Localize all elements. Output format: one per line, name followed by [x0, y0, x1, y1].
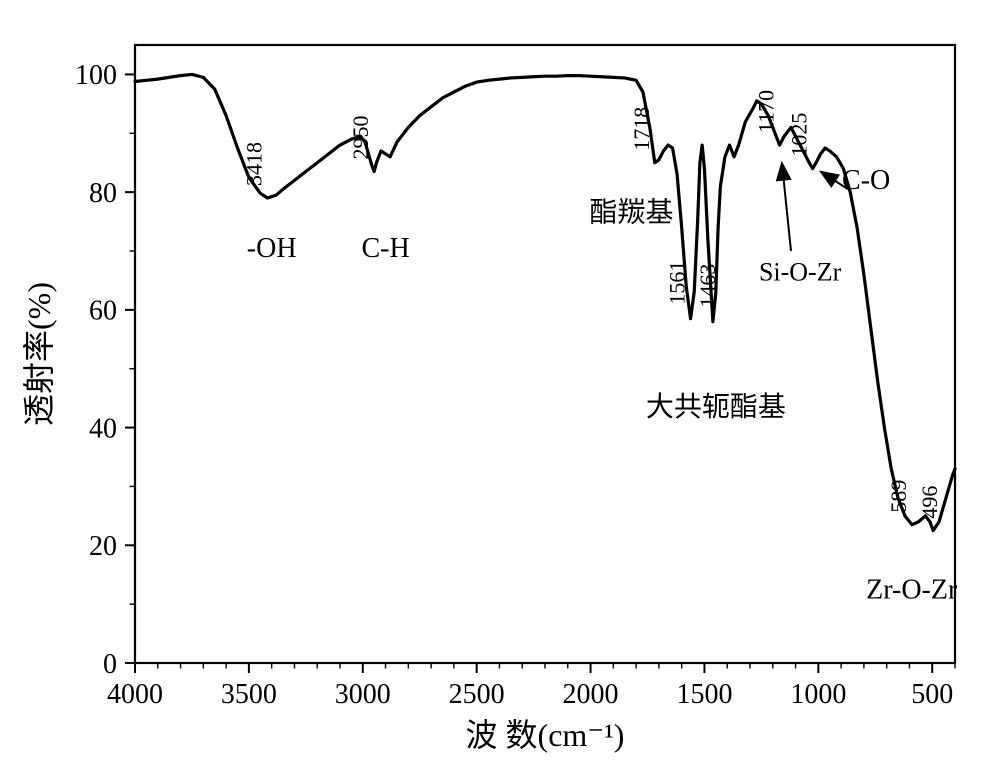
svg-text:500: 500	[911, 679, 953, 710]
svg-text:0: 0	[103, 649, 117, 680]
svg-text:80: 80	[89, 178, 117, 209]
svg-text:1170: 1170	[754, 90, 779, 133]
svg-text:1000: 1000	[790, 679, 846, 710]
svg-text:Zr-O-Zr: Zr-O-Zr	[866, 574, 958, 605]
svg-text:3418: 3418	[242, 142, 267, 186]
svg-text:1561: 1561	[665, 261, 690, 305]
svg-text:40: 40	[89, 413, 117, 444]
svg-text:3000: 3000	[335, 679, 391, 710]
svg-text:1500: 1500	[676, 679, 732, 710]
svg-text:1463: 1463	[695, 264, 720, 308]
svg-text:20: 20	[89, 531, 117, 562]
svg-text:C-H: C-H	[361, 233, 409, 264]
svg-text:1025: 1025	[787, 113, 812, 157]
chart-svg: 4000 3500 3000 2500 2000 1500 1000 500 0 20 40 60 80…	[0, 0, 1000, 768]
svg-text:496: 496	[917, 486, 942, 519]
svg-text:波 数(cm⁻¹): 波 数(cm⁻¹)	[466, 717, 625, 753]
svg-text:大共轭酯基: 大共轭酯基	[646, 391, 786, 423]
ir-spectrum-chart: 4000 3500 3000 2500 2000 1500 1000 500 0 20 40 60 80…	[0, 0, 1000, 768]
svg-text:2000: 2000	[563, 679, 619, 710]
svg-text:2950: 2950	[348, 116, 373, 160]
svg-text:-OH: -OH	[247, 233, 297, 264]
svg-text:3500: 3500	[221, 679, 277, 710]
svg-text:透射率(%): 透射率(%)	[21, 282, 57, 426]
svg-text:4000: 4000	[107, 679, 163, 710]
svg-text:Si-O-Zr: Si-O-Zr	[759, 257, 842, 286]
svg-text:100: 100	[75, 60, 117, 91]
svg-text:酯羰基: 酯羰基	[590, 197, 674, 229]
svg-text:C-O: C-O	[842, 165, 890, 196]
svg-text:589: 589	[886, 480, 911, 513]
svg-text:2500: 2500	[449, 679, 505, 710]
svg-text:60: 60	[89, 296, 117, 327]
svg-text:1718: 1718	[629, 107, 654, 151]
